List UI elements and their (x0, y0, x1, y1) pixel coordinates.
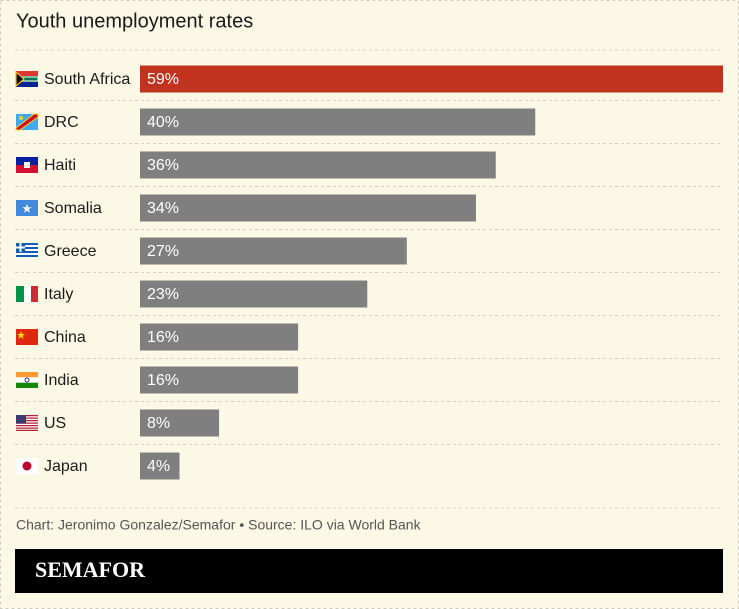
category-label: Haiti (44, 157, 76, 174)
value-label: 27% (147, 243, 179, 260)
value-label: 16% (147, 329, 179, 346)
flag-italy (16, 286, 38, 302)
category-label: India (44, 372, 79, 389)
value-label: 40% (147, 114, 179, 131)
flag-south-africa (15, 70, 39, 88)
category-label: DRC (44, 114, 79, 131)
bar (140, 366, 299, 394)
chart-title: Youth unemployment rates (16, 10, 253, 32)
credit: Chart: Jeronimo Gonzalez/Semafor • Sourc… (16, 517, 422, 533)
category-label: South Africa (44, 71, 130, 88)
bar (140, 323, 299, 351)
bar (140, 65, 723, 93)
flag-haiti (16, 157, 38, 173)
value-label: 23% (147, 286, 179, 303)
category-label: China (44, 329, 86, 346)
value-label: 34% (147, 200, 179, 217)
category-label: Greece (44, 243, 97, 260)
flag-somalia (16, 200, 38, 216)
value-label: 16% (147, 372, 179, 389)
flag-us (16, 415, 38, 431)
category-label: Japan (44, 458, 88, 475)
bar (140, 151, 496, 179)
category-label: Somalia (44, 200, 102, 217)
bar (140, 237, 407, 265)
bar (140, 194, 476, 222)
bar (140, 108, 536, 136)
value-label: 59% (147, 71, 179, 88)
bar (140, 452, 180, 480)
flag-drc (15, 113, 39, 131)
value-label: 8% (147, 415, 170, 432)
value-label: 4% (147, 458, 170, 475)
flag-japan (16, 458, 38, 474)
brand: SEMAFOR (35, 557, 146, 582)
flag-greece (16, 243, 38, 259)
category-label: Italy (44, 286, 73, 303)
value-label: 36% (147, 157, 179, 174)
flag-india (16, 372, 38, 388)
bar (140, 280, 368, 308)
category-label: US (44, 415, 66, 432)
brand-bar (15, 549, 723, 593)
flag-china (16, 329, 38, 345)
bar (140, 409, 220, 437)
